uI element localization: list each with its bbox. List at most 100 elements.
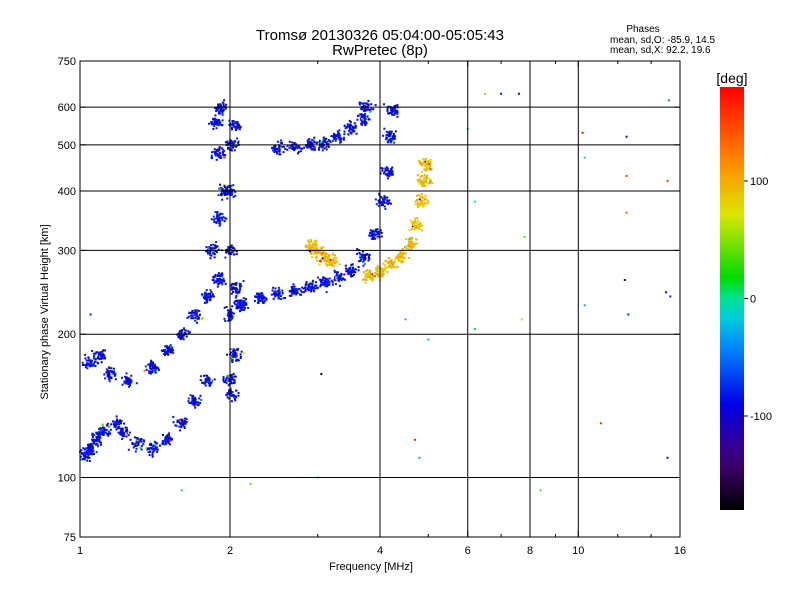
data-point xyxy=(99,358,102,361)
data-point xyxy=(87,364,89,367)
data-point xyxy=(232,141,235,144)
data-point xyxy=(311,242,314,245)
data-point xyxy=(327,263,330,266)
data-point xyxy=(183,420,186,423)
data-point xyxy=(324,256,327,259)
data-point xyxy=(388,139,391,142)
data-point xyxy=(408,245,411,248)
data-point xyxy=(411,227,414,230)
data-point xyxy=(140,445,143,448)
x-tick-label: 2 xyxy=(227,545,233,557)
data-point xyxy=(339,277,341,280)
data-point xyxy=(473,200,476,203)
data-point xyxy=(159,444,161,447)
data-point xyxy=(394,104,397,107)
data-point xyxy=(320,373,323,375)
data-point xyxy=(309,144,312,147)
data-point xyxy=(184,422,187,425)
data-point xyxy=(323,147,326,150)
data-point xyxy=(348,129,351,132)
data-point xyxy=(393,105,396,108)
data-point xyxy=(313,136,316,139)
data-point xyxy=(291,148,294,150)
data-point xyxy=(137,437,140,440)
data-point xyxy=(420,181,423,183)
data-point xyxy=(316,286,319,289)
data-point xyxy=(234,399,237,402)
data-point xyxy=(324,137,327,140)
data-point xyxy=(199,394,202,397)
data-point xyxy=(231,245,234,248)
data-point xyxy=(119,420,122,422)
data-point xyxy=(364,106,366,109)
data-point xyxy=(473,328,476,331)
data-point xyxy=(92,433,94,436)
data-point xyxy=(313,247,316,250)
data-point xyxy=(299,147,302,150)
data-point xyxy=(137,442,140,445)
x-tick-label: 8 xyxy=(527,545,533,557)
data-point xyxy=(231,122,234,125)
data-point xyxy=(234,290,237,293)
data-point xyxy=(234,375,237,378)
data-point xyxy=(393,112,396,115)
data-point xyxy=(302,291,305,294)
data-point xyxy=(390,107,392,110)
data-point xyxy=(96,357,99,360)
data-point xyxy=(208,251,210,254)
data-point xyxy=(199,313,201,316)
data-point xyxy=(370,103,373,106)
data-point xyxy=(106,371,108,374)
data-point xyxy=(149,370,152,373)
data-point xyxy=(236,121,239,123)
data-point xyxy=(92,364,95,367)
data-point xyxy=(196,317,199,320)
data-point xyxy=(235,354,238,357)
data-point xyxy=(229,144,232,147)
data-point xyxy=(230,149,233,152)
data-point xyxy=(331,281,334,284)
data-point xyxy=(231,146,234,149)
data-point xyxy=(337,277,340,279)
data-point xyxy=(227,394,230,397)
data-point xyxy=(231,287,234,290)
data-point xyxy=(227,314,230,317)
data-point xyxy=(107,378,110,381)
data-point xyxy=(326,278,329,281)
data-point xyxy=(185,335,188,338)
data-point xyxy=(400,261,403,264)
data-point xyxy=(338,129,341,132)
data-point xyxy=(232,120,235,123)
data-point xyxy=(388,201,391,204)
data-point xyxy=(424,202,427,205)
data-point xyxy=(337,133,339,136)
data-point xyxy=(333,278,336,281)
data-point xyxy=(523,236,526,239)
data-point xyxy=(386,177,389,180)
data-point xyxy=(281,142,283,145)
data-point xyxy=(382,262,385,265)
data-point xyxy=(188,311,191,314)
data-point xyxy=(295,293,298,296)
data-point xyxy=(324,255,327,257)
data-point xyxy=(216,274,219,277)
data-point xyxy=(365,102,368,105)
data-point xyxy=(147,451,150,454)
data-point xyxy=(123,422,125,425)
data-point xyxy=(108,425,111,428)
data-point xyxy=(323,139,326,142)
data-point xyxy=(98,358,101,361)
data-point xyxy=(292,292,295,295)
data-point xyxy=(204,291,207,294)
data-point xyxy=(410,222,413,225)
data-point xyxy=(351,130,354,133)
data-point xyxy=(113,423,116,426)
data-point xyxy=(338,274,341,277)
data-point xyxy=(212,117,215,120)
data-point xyxy=(224,141,227,144)
data-point xyxy=(228,316,231,319)
data-point xyxy=(313,146,316,149)
data-point xyxy=(206,374,209,377)
data-point xyxy=(306,248,309,251)
data-point xyxy=(102,432,105,434)
